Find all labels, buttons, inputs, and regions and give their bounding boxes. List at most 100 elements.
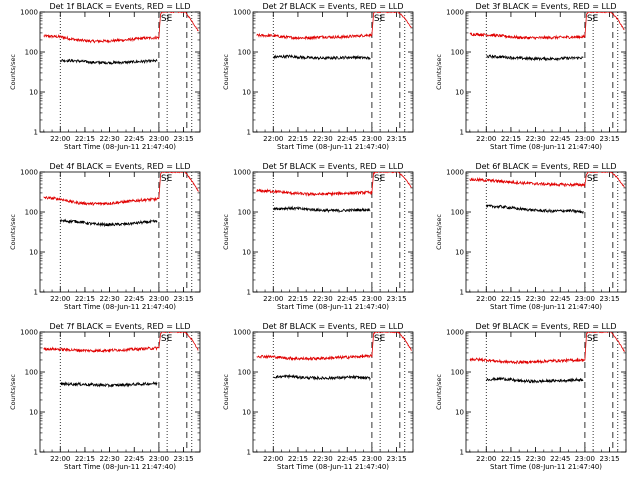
series-group	[43, 12, 199, 66]
y-tick-label: 10	[29, 89, 38, 97]
series-group	[469, 12, 625, 62]
panel-6: Det 6f BLACK = Events, RED = LLD 1 10 100 10…	[435, 162, 627, 311]
x-tick-label: 22:15	[501, 135, 521, 143]
se-annotation: SE	[161, 174, 173, 184]
y-tick-label: 1	[247, 289, 251, 297]
x-tick-label: 23:15	[599, 295, 619, 303]
y-tick-label: 100	[238, 49, 251, 57]
lld-series-line	[469, 332, 625, 365]
y-tick-label: 1	[34, 289, 38, 297]
y-tick-label: 1000	[20, 169, 38, 177]
events-series-line	[486, 54, 584, 62]
y-tick-label: 100	[451, 369, 464, 377]
panel-4: Det 4f BLACK = Events, RED = LLD 1 10 100 10…	[9, 162, 201, 311]
panel-title: Det 6f BLACK = Events, RED = LLD	[475, 162, 616, 171]
x-tick-label: 23:00	[575, 135, 595, 143]
panel-title: Det 5f BLACK = Events, RED = LLD	[262, 162, 403, 171]
events-series-line	[60, 381, 158, 389]
x-tick-label: 22:15	[75, 135, 95, 143]
x-tick-label: 22:45	[337, 295, 357, 303]
x-tick-label: 23:15	[599, 455, 619, 463]
x-tick-label: 23:15	[599, 135, 619, 143]
y-tick-label: 1000	[446, 329, 464, 337]
se-annotation: SE	[587, 334, 599, 344]
panel-title: Det 3f BLACK = Events, RED = LLD	[475, 2, 616, 11]
plot-frame	[465, 331, 627, 453]
x-tick-label: 22:00	[263, 455, 283, 463]
x-tick-label: 22:30	[312, 295, 332, 303]
x-tick-label: 22:30	[99, 295, 119, 303]
x-tick-label: 23:00	[149, 135, 169, 143]
events-series-line	[272, 205, 371, 214]
x-tick-label: 23:15	[173, 455, 193, 463]
y-tick-label: 1	[34, 129, 38, 137]
x-tick-label: 23:15	[386, 135, 406, 143]
x-axis-label: Start Time (08-Jun-11 21:47:40)	[277, 303, 389, 311]
x-tick-label: 22:00	[263, 295, 283, 303]
events-series-line	[59, 218, 158, 228]
panel-7: Det 7f BLACK = Events, RED = LLD 1 10 100 10…	[9, 322, 201, 471]
x-tick-label: 22:15	[288, 295, 308, 303]
y-axis-label: Counts/sec	[222, 54, 230, 90]
x-tick-label: 22:45	[124, 135, 144, 143]
x-tick-label: 22:45	[124, 295, 144, 303]
x-tick-label: 22:45	[124, 455, 144, 463]
y-tick-label: 100	[25, 49, 38, 57]
x-tick-label: 22:00	[263, 135, 283, 143]
x-tick-label: 22:45	[550, 135, 570, 143]
panel-title: Det 2f BLACK = Events, RED = LLD	[262, 2, 403, 11]
y-tick-label: 10	[455, 249, 464, 257]
y-tick-label: 100	[451, 49, 464, 57]
x-tick-label: 22:00	[50, 135, 70, 143]
x-tick-label: 22:00	[476, 455, 496, 463]
lld-series-line	[469, 172, 625, 188]
se-annotation: SE	[587, 14, 599, 24]
x-tick-label: 23:15	[173, 295, 193, 303]
lld-series-line	[256, 12, 412, 41]
events-series-line	[273, 54, 371, 61]
y-tick-label: 1000	[233, 9, 251, 17]
x-tick-label: 22:15	[288, 135, 308, 143]
lld-series-line	[256, 332, 412, 362]
x-tick-label: 23:15	[386, 295, 406, 303]
x-tick-label: 22:45	[550, 455, 570, 463]
x-tick-label: 23:15	[173, 135, 193, 143]
se-annotation: SE	[161, 14, 173, 24]
x-axis-label: Start Time (08-Jun-11 21:47:40)	[277, 463, 389, 471]
y-tick-label: 100	[451, 209, 464, 217]
plot-frame	[39, 331, 201, 453]
x-tick-label: 22:00	[50, 455, 70, 463]
series-group	[43, 172, 199, 228]
x-tick-label: 23:00	[362, 295, 382, 303]
x-tick-label: 23:00	[149, 295, 169, 303]
x-tick-label: 22:30	[525, 455, 545, 463]
y-tick-label: 1	[247, 449, 251, 457]
events-series-line	[486, 376, 584, 384]
panel-title: Det 8f BLACK = Events, RED = LLD	[262, 322, 403, 331]
plot-frame	[252, 11, 414, 133]
x-tick-label: 22:30	[525, 295, 545, 303]
x-axis-label: Start Time (08-Jun-11 21:47:40)	[490, 303, 602, 311]
y-axis-label: Counts/sec	[435, 374, 443, 410]
x-tick-label: 22:30	[99, 455, 119, 463]
y-tick-label: 10	[242, 409, 251, 417]
x-axis-label: Start Time (08-Jun-11 21:47:40)	[490, 143, 602, 151]
se-annotation: SE	[374, 334, 386, 344]
plot-frame	[465, 171, 627, 293]
lld-series-line	[43, 12, 199, 44]
events-series-line	[485, 203, 584, 215]
y-tick-label: 1000	[233, 169, 251, 177]
y-tick-label: 1	[460, 289, 464, 297]
lld-series-line	[43, 332, 199, 354]
plot-frame	[39, 11, 201, 133]
y-axis-label: Counts/sec	[435, 214, 443, 250]
series-group	[469, 172, 625, 215]
panel-1: Det 1f BLACK = Events, RED = LLD 1 10 100 10…	[9, 2, 201, 151]
y-tick-label: 100	[25, 369, 38, 377]
x-tick-label: 22:30	[312, 455, 332, 463]
y-axis-label: Counts/sec	[9, 54, 17, 90]
y-axis-label: Counts/sec	[222, 374, 230, 410]
y-tick-label: 10	[455, 89, 464, 97]
panel-5: Det 5f BLACK = Events, RED = LLD 1 10 100 10…	[222, 162, 414, 311]
